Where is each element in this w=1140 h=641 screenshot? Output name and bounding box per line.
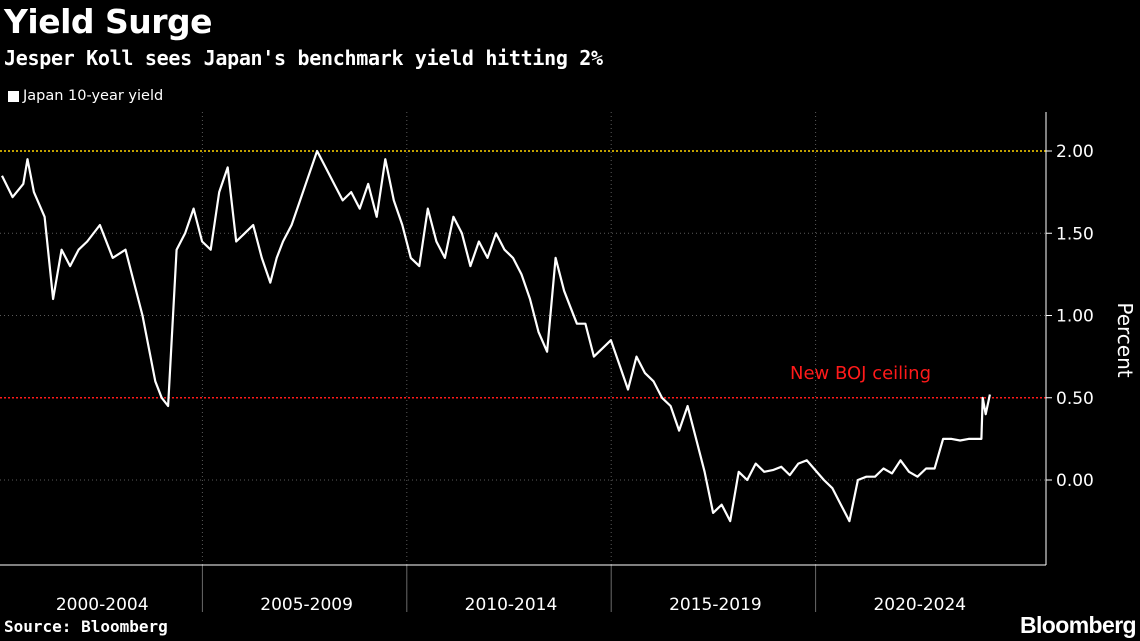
brand-logo: Bloomberg bbox=[1020, 612, 1137, 638]
x-category-label: 2020-2024 bbox=[873, 595, 966, 615]
legend-label: Japan 10-year yield bbox=[23, 88, 164, 104]
chart-title: Yield Surge bbox=[4, 2, 213, 41]
axis-layer: 2.00 1.50 1.00 0.50 0.00 2000-2004 2005-2009 20… bbox=[0, 112, 1094, 615]
chart-subtitle: Jesper Koll sees Japan's benchmark yield… bbox=[4, 46, 603, 70]
x-category-label: 2000-2004 bbox=[56, 595, 149, 615]
y-tick-label: 2.00 bbox=[1056, 142, 1094, 162]
y-tick-label: 0.50 bbox=[1056, 389, 1094, 409]
y-tick-label: 1.50 bbox=[1056, 224, 1094, 244]
reference-lines: New BOJ ceiling bbox=[0, 150, 1046, 399]
x-category-label: 2010-2014 bbox=[465, 595, 558, 615]
y-tick-label: 0.00 bbox=[1056, 471, 1094, 491]
grid-layer bbox=[0, 112, 1046, 565]
boj-ceiling-annotation: New BOJ ceiling bbox=[790, 363, 931, 384]
x-category-label: 2015-2019 bbox=[669, 595, 762, 615]
legend: Japan 10-year yield bbox=[8, 88, 163, 104]
y-tick-label: 1.00 bbox=[1056, 307, 1094, 327]
source-note: Source: Bloomberg bbox=[4, 617, 168, 636]
x-category-label: 2005-2009 bbox=[260, 595, 353, 615]
y-axis-label: Percent bbox=[1113, 302, 1137, 377]
legend-swatch bbox=[8, 90, 19, 102]
series-layer bbox=[1, 149, 991, 523]
yield-series-line bbox=[1, 149, 991, 523]
